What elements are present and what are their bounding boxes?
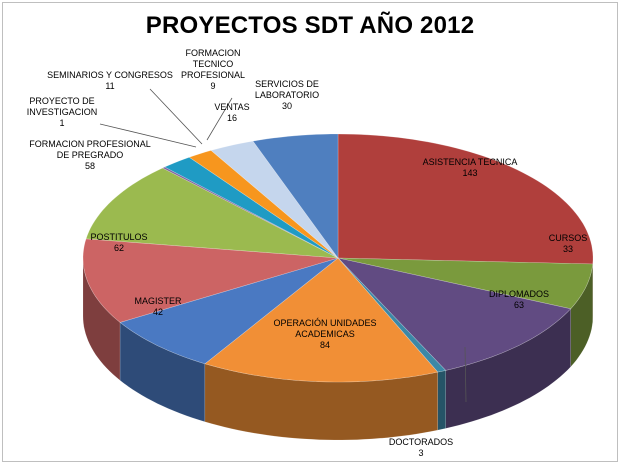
- pie-slice-8: [85, 167, 339, 259]
- pie-slice-3: [337, 257, 572, 371]
- pie-wall-4: [437, 370, 446, 431]
- leader-line-4: [464, 346, 467, 403]
- slice-label-1: ASISTENCIA TECNICA 143: [423, 157, 518, 178]
- slice-label-7: POSTITULOS 62: [90, 232, 147, 253]
- slice-label-6: MAGISTER 42: [134, 296, 182, 317]
- pie-wall-7: [82, 257, 121, 381]
- slice-label-13: SERVICIOS DE LABORATORIO 30: [255, 79, 319, 111]
- pie-slice-5: [204, 257, 439, 383]
- pie-slice-6: [119, 257, 339, 365]
- pie-slice-2: [337, 257, 594, 310]
- slice-label-2: CURSOS 33: [549, 233, 588, 254]
- slice-label-3: DIPLOMADOS 63: [489, 289, 549, 310]
- slice-label-5: OPERACIÓN UNIDADES ACADEMICAS 84: [273, 318, 376, 350]
- leader-line-9: [99, 123, 197, 148]
- slice-label-9: PROYECTO DE INVESTIGACION 1: [27, 96, 98, 128]
- slice-label-11: FORMACION TECNICO PROFESIONAL 9: [181, 48, 245, 91]
- pie-slice-12: [210, 140, 339, 259]
- pie-slice-13: [252, 133, 339, 259]
- pie-slice-10: [164, 156, 339, 259]
- pie-slice-1: [337, 133, 594, 265]
- slice-label-10: SEMINARIOS Y CONGRESOS 11: [47, 70, 173, 91]
- pie-slice-7: [82, 238, 339, 323]
- leader-line-11: [206, 97, 233, 141]
- chart-title: PROYECTOS SDT AÑO 2012: [145, 12, 475, 39]
- slice-label-12: VENTAS 16: [214, 102, 249, 123]
- slice-label-4: DOCTORADOS 3: [389, 437, 453, 458]
- slice-label-8: FORMACION PROFESIONAL DE PREGRADO 58: [29, 139, 151, 171]
- leader-line-10: [149, 88, 203, 145]
